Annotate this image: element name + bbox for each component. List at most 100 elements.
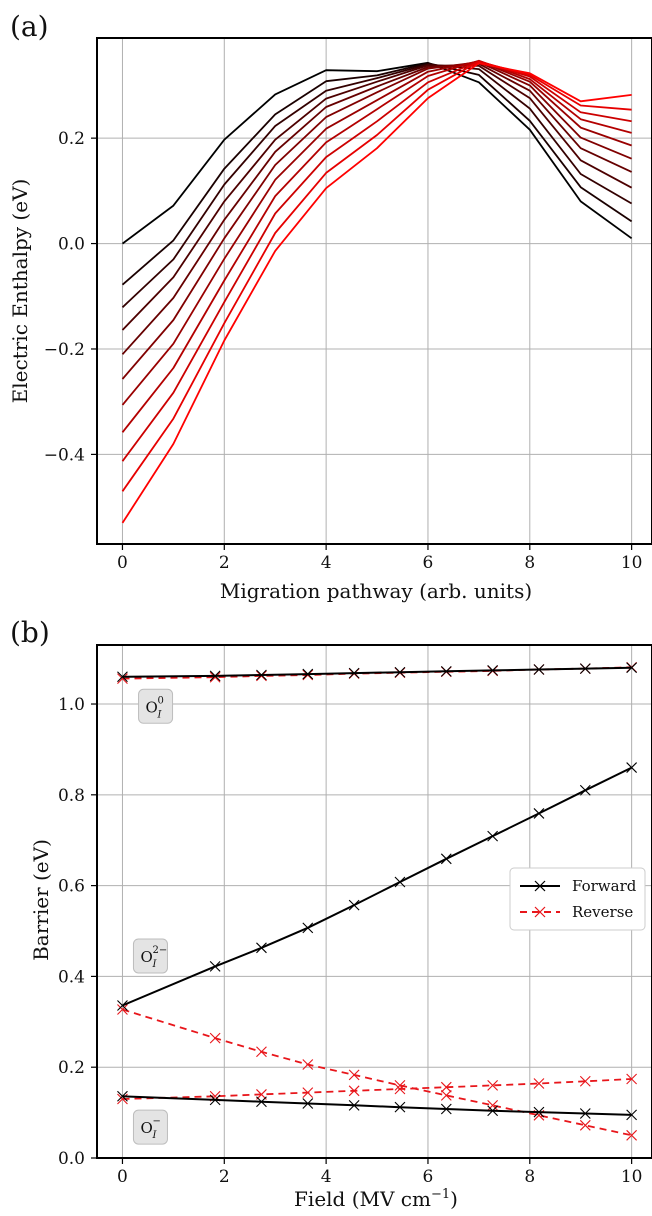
reverse-marker [209,671,221,683]
reverse-marker [626,1129,638,1141]
reverse-marker [117,673,128,684]
panel-a-xtick-label: 10 [621,553,643,573]
panel-a-xtick-label: 2 [219,553,230,573]
reverse-marker [487,1099,499,1111]
enthalpy-line [121,60,632,492]
forward-marker [209,961,221,972]
state-label-sub: I [157,709,163,720]
panel-b-label: (b) [10,616,50,649]
forward-marker [487,1105,499,1117]
forward-marker [348,667,360,679]
forward-marker [256,669,267,681]
forward-marker [440,1103,452,1115]
legend-label: Forward [572,877,637,895]
forward-marker [533,808,545,819]
forward-marker [394,666,406,678]
panel-b-ticks: 0 2 4 6 8 10 0.0 0.2 0.4 0.6 0.8 1.0 [58,695,643,1187]
forward-marker [579,663,591,674]
panel-a-xtick-label: 0 [117,553,128,573]
enthalpy-line [121,59,632,433]
panel-a: (a) 0 2 4 6 8 10 −0.4 −0.2 0.0 0.2 Migration path… [8,10,652,603]
panel-b-frame [96,644,652,1159]
reverse-marker [209,1032,221,1044]
state-label-base: O [146,698,158,716]
panel-a-ylabel: Electric Enthalpy (eV) [8,179,32,404]
reverse-marker [487,1079,499,1091]
enthalpy-line [121,64,633,331]
state-label: O 2− I [132,938,168,974]
panel-b-ytick-label: 0.4 [58,967,85,987]
panel-a-ytick-label: 0.0 [58,235,85,255]
state-label-sup: − [152,1116,160,1127]
legend-box [509,867,646,931]
panel-a-ytick-label: −0.2 [44,340,85,360]
forward-marker [302,922,314,934]
panel-a-grid [97,38,652,544]
enthalpy-line [121,62,632,524]
legend: Forward Reverse [509,867,646,931]
panel-a-xtick-label: 8 [524,553,535,573]
forward-marker [626,762,638,773]
reverse-line [122,1078,632,1100]
panel-b-xtick-label: 6 [423,1167,434,1187]
reverse-line [122,1008,632,1137]
enthalpy-line [121,62,633,286]
panel-a-series [121,59,633,524]
forward-line [122,666,632,678]
panel-b-ylabel: Barrier (eV) [29,839,53,961]
panel-b-xtick-label: 0 [117,1167,128,1187]
reverse-marker [256,1046,267,1058]
legend-item-forward: Forward [520,877,637,895]
panel-a-ytick-label: −0.4 [44,445,85,465]
reverse-marker [394,1083,406,1095]
reverse-marker [117,1004,128,1015]
forward-marker [117,671,128,683]
panel-b-ytick-label: 1.0 [58,695,85,715]
state-label: O − I [132,1109,168,1145]
panel-a-xtick-label: 4 [321,553,332,573]
forward-marker [579,1108,591,1119]
legend-item-reverse: Reverse [520,903,633,921]
state-label-base: O [140,948,152,966]
forward-marker [394,876,406,888]
panel-a-xtick-label: 6 [423,553,434,573]
state-label-sub: I [151,1130,157,1141]
panel-a-xlabel: Migration pathway (arb. units) [220,579,532,603]
panel-b-xlabel-sup: −1 [431,1187,450,1202]
panel-b-xtick-label: 4 [321,1167,332,1187]
forward-marker [440,665,452,677]
forward-marker [302,1098,314,1109]
state-label-base: O [140,1119,152,1137]
enthalpy-line [121,62,632,355]
panel-b-ytick-label: 0.8 [58,786,85,806]
reverse-marker [302,1059,314,1070]
forward-marker [626,662,638,674]
panel-b-xlabel: Field (MV cm−1) [294,1187,458,1211]
reverse-marker [348,1069,360,1081]
panel-a-ytick-label: 0.2 [58,129,85,149]
panel-b-ytick-label: 0.6 [58,877,85,897]
forward-marker [394,1101,406,1113]
forward-marker [209,1094,221,1106]
forward-marker [302,668,314,680]
forward-marker [533,1106,545,1118]
panel-b-ytick-label: 0.2 [58,1058,85,1078]
forward-marker [209,670,221,682]
panel-b-xlabel-end: ) [450,1187,458,1211]
forward-marker [626,1109,638,1121]
enthalpy-line [121,63,633,308]
state-label-sub: I [151,959,157,970]
panel-b-xtick-label: 2 [219,1167,230,1187]
state-label-sup: 0 [158,695,164,706]
forward-marker [256,942,267,954]
forward-marker [256,1096,267,1108]
enthalpy-line [121,61,632,380]
panel-b-series [117,661,638,1141]
forward-marker [487,830,499,842]
reverse-marker [533,1078,545,1089]
forward-marker [348,1099,360,1111]
enthalpy-line [121,61,633,245]
panel-b: (b) 0 2 4 6 8 100.00.20.40.60.81.0 O 0IO 2−IO −I… [10,616,652,1211]
forward-marker [117,1090,128,1102]
